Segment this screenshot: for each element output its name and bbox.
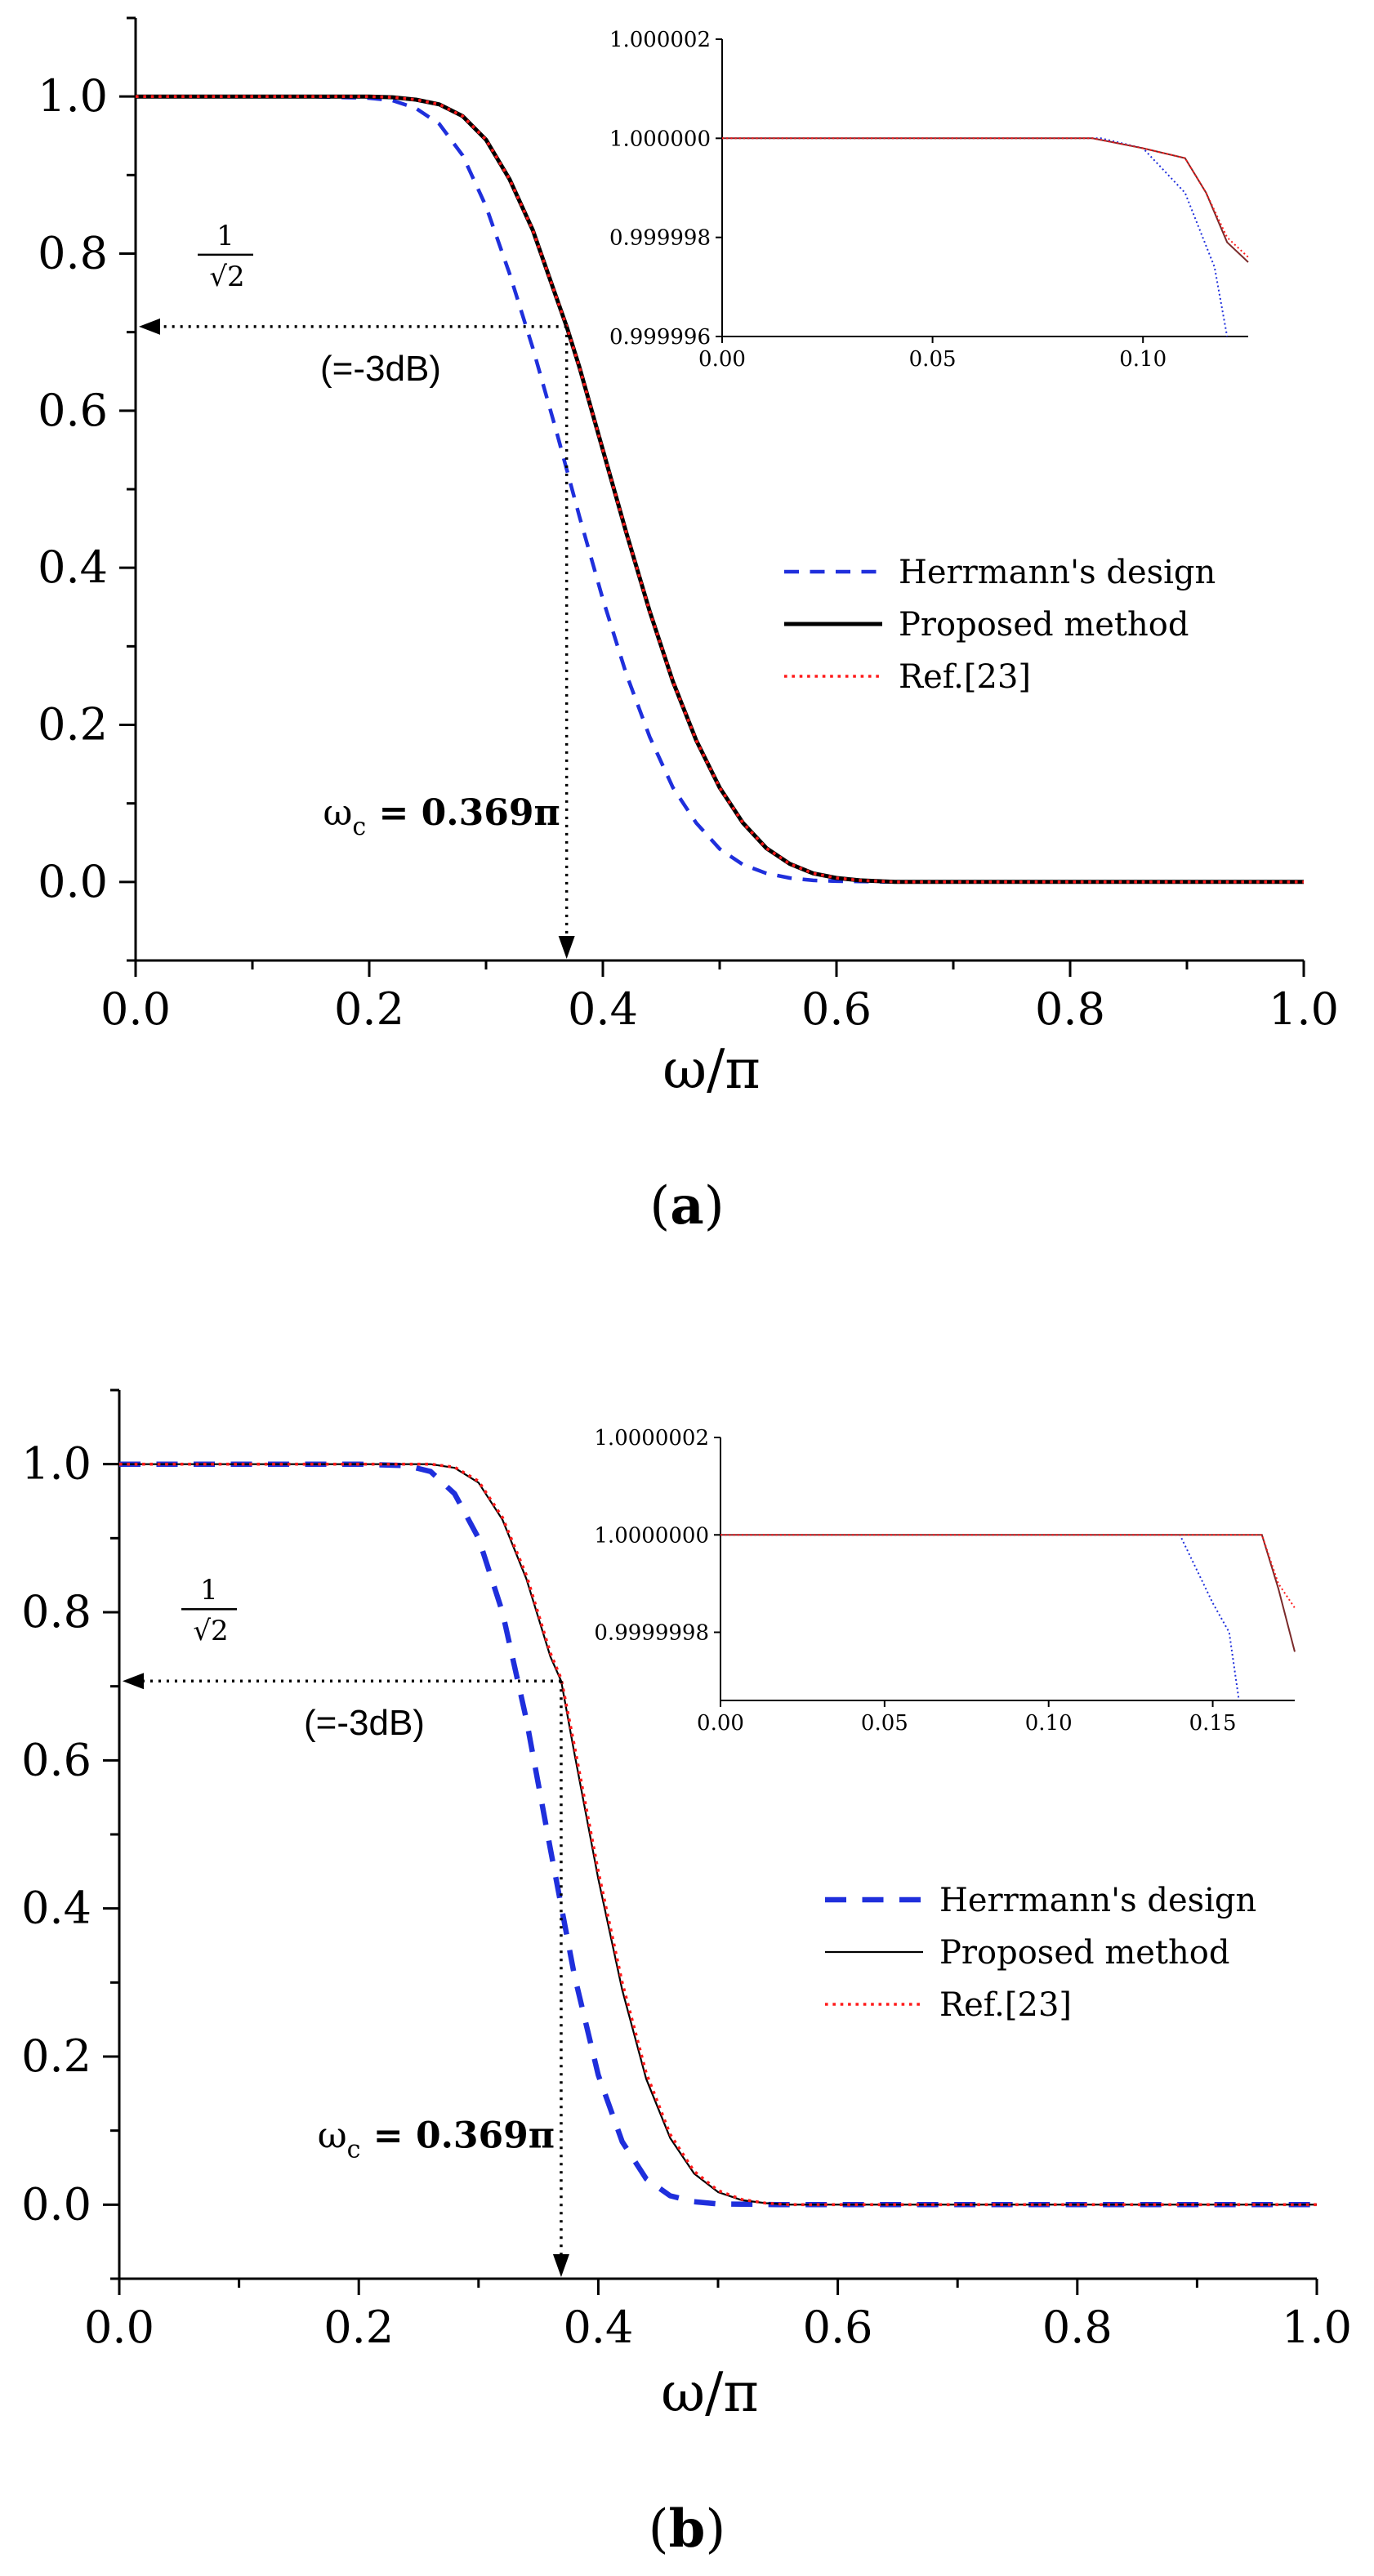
a-legend-label-1: Proposed method [899, 606, 1189, 644]
b-y-tick-label: 0.4 [21, 1883, 91, 1934]
b-x-axis-label: ω/π [661, 2361, 758, 2424]
a-cutoff-value: = 0.369π [366, 792, 560, 834]
a-y-tick-label: 0.6 [38, 385, 108, 436]
b-x-tick-label: 0.2 [323, 2302, 394, 2353]
b-inset-x-tick-label: 0.15 [1189, 1711, 1237, 1736]
b-x-tick-label: 0.0 [84, 2302, 154, 2353]
b-x-tick-label: 0.4 [563, 2302, 633, 2353]
a-x-axis-label: ω/π [662, 1038, 760, 1101]
b-y-tick-label: 0.6 [21, 1734, 91, 1785]
a-inset-y-tick-label: 0.999996 [609, 325, 711, 350]
panel-a: 0.0 0.2 0.4 0.6 0.8 1.0 0.0 0.2 0.4 0.6 0.8 1.0 ω/π 1… [38, 16, 1339, 1101]
b-legend-label-1: Proposed method [939, 1934, 1229, 1972]
a-legend-label-0: Herrmann's design [899, 554, 1216, 591]
a-cutoff-sub: c [352, 813, 366, 841]
b-inset-y-tick-label: 0.9999998 [594, 1621, 709, 1646]
a-x-tick-label: 1.0 [1269, 983, 1339, 1035]
a-x-tick-label: 0.0 [100, 983, 171, 1035]
b-db-label: (=-3dB) [304, 1703, 425, 1743]
b-legend-label-2: Ref.[23] [939, 1986, 1072, 2024]
a-fraction-denominator: √2 [209, 261, 244, 293]
b-x-tick-label: 0.6 [803, 2302, 873, 2353]
b-inset-y-tick-label: 1.0000002 [594, 1426, 709, 1451]
a-inset-series-2 [722, 137, 1249, 258]
panel-b: 0.0 0.2 0.4 0.6 0.8 1.0 0.0 0.2 0.4 0.6 0.8 1.0 ω/π 1… [21, 1388, 1352, 2424]
a-inset-y-tick-label: 1.000000 [609, 127, 711, 151]
a-series-2 [136, 95, 1304, 884]
a-y-tick-label: 1.0 [38, 70, 108, 122]
a-x-tick-label: 0.2 [334, 983, 404, 1035]
a-x-tick-label: 0.6 [801, 983, 872, 1035]
b-cutoff-value: = 0.369π [360, 2115, 555, 2156]
b-fraction-denominator: √2 [193, 1615, 228, 1647]
b-y-tick-label: 0.0 [21, 2178, 91, 2230]
b-inset-bg [720, 1437, 1295, 1700]
a-fraction-numerator: 1 [216, 220, 234, 252]
b-x-tick-label: 1.0 [1282, 2302, 1352, 2353]
a-cutoff-label: ωc = 0.369π [323, 792, 560, 841]
b-level-arrowhead [123, 1673, 144, 1690]
a-db-label: (=-3dB) [320, 349, 441, 389]
caption-b: (b) [649, 2498, 726, 2560]
b-fraction-numerator: 1 [200, 1574, 218, 1607]
a-series-0 [136, 94, 1304, 885]
a-inset-x-tick-label: 0.00 [698, 347, 746, 372]
b-inset-y-tick-label: 1.0000000 [594, 1523, 709, 1548]
a-level-arrowhead [139, 318, 160, 335]
b-inset-x-tick-label: 0.05 [861, 1711, 908, 1736]
a-cutoff-arrowhead [558, 936, 575, 959]
b-cutoff-arrowhead [552, 2254, 569, 2277]
caption-a: (a) [649, 1175, 724, 1237]
a-y-tick-label: 0.8 [38, 228, 108, 279]
b-inset-x-tick-label: 0.00 [697, 1711, 744, 1736]
a-x-tick-label: 0.8 [1035, 983, 1105, 1035]
b-cutoff-sub: c [347, 2135, 361, 2164]
b-legend-label-0: Herrmann's design [939, 1882, 1256, 1919]
a-x-tick-label: 0.4 [568, 983, 638, 1035]
b-series-1 [119, 1463, 1317, 2206]
a-inset-y-tick-label: 0.999998 [609, 226, 711, 251]
b-cutoff-omega: ω [318, 2115, 347, 2156]
b-inset-x-tick-label: 0.10 [1025, 1711, 1073, 1736]
a-y-tick-label: 0.4 [38, 541, 108, 593]
a-cutoff-omega: ω [323, 792, 352, 834]
b-inset-series-2 [720, 1534, 1296, 1609]
b-y-tick-label: 0.2 [21, 2030, 91, 2082]
a-inset-y-tick-label: 1.000002 [609, 28, 711, 52]
b-cutoff-label: ωc = 0.369π [318, 2115, 555, 2164]
a-inset-bg [722, 39, 1248, 336]
b-x-tick-label: 0.8 [1042, 2302, 1113, 2353]
a-y-tick-label: 0.0 [38, 856, 108, 907]
b-y-tick-label: 1.0 [21, 1438, 91, 1490]
b-y-tick-label: 0.8 [21, 1586, 91, 1638]
a-legend-label-2: Ref.[23] [899, 658, 1031, 696]
a-y-tick-label: 0.2 [38, 699, 108, 751]
a-inset-x-tick-label: 0.05 [909, 347, 957, 372]
a-inset-x-tick-label: 0.10 [1119, 347, 1167, 372]
b-series-0 [119, 1461, 1317, 2208]
